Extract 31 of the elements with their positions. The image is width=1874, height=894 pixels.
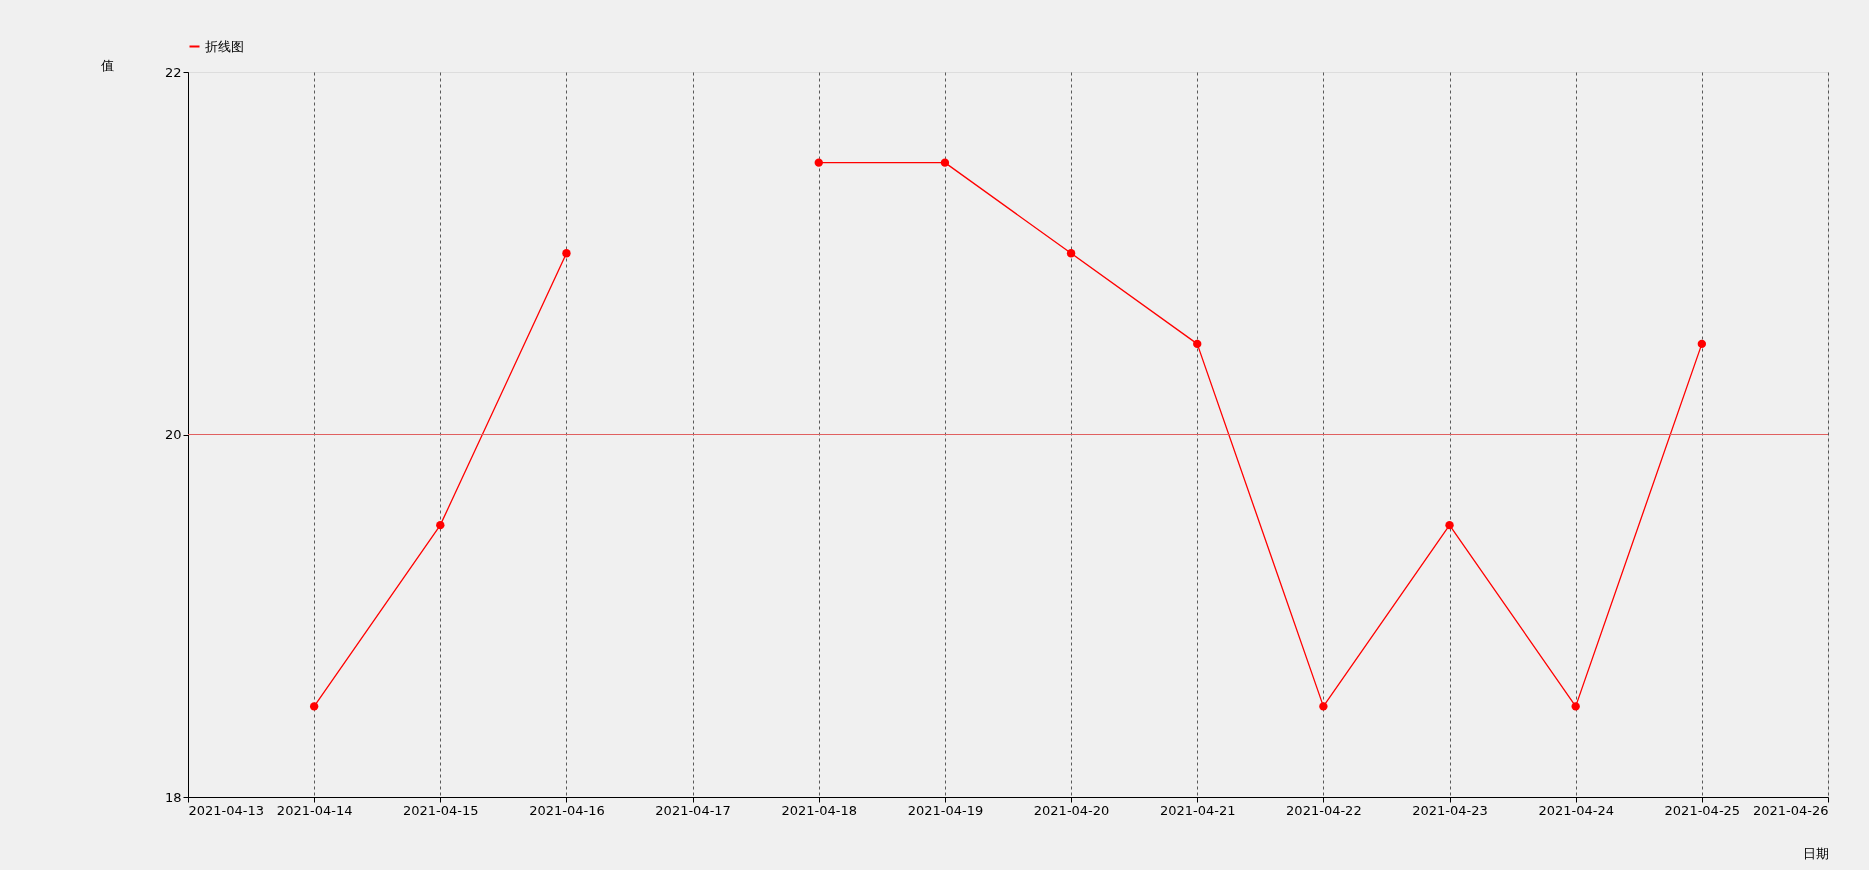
x-tick-label: 2021-04-15 bbox=[403, 802, 479, 818]
y-tick-label: 20 bbox=[164, 427, 182, 442]
y-axis-title: 值 bbox=[100, 57, 114, 73]
y-tick-label: 22 bbox=[164, 64, 182, 80]
x-tick-label: 2021-04-23 bbox=[1412, 802, 1488, 818]
point bbox=[940, 158, 950, 167]
point bbox=[562, 249, 571, 258]
x-tick-label: 2021-04-22 bbox=[1286, 802, 1362, 818]
x-tick-label: 2021-04-26 bbox=[1752, 802, 1829, 818]
point bbox=[1571, 702, 1580, 711]
x-tick-label: 2021-04-14 bbox=[276, 802, 353, 818]
x-tick-label: 2021-04-21 bbox=[1159, 802, 1236, 818]
x-tick-label: 2021-04-19 bbox=[907, 802, 984, 818]
x-axis-title: 日期 bbox=[1802, 845, 1829, 861]
x-tick-label: 2021-04-25 bbox=[1664, 802, 1741, 818]
point bbox=[1066, 249, 1076, 258]
x-tick-label: 2021-04-20 bbox=[1033, 802, 1110, 818]
x-tick-label: 2021-04-16 bbox=[529, 802, 605, 818]
point bbox=[309, 702, 319, 711]
x-tick-label: 2021-04-18 bbox=[781, 802, 858, 818]
point bbox=[814, 158, 823, 167]
point bbox=[1319, 702, 1328, 711]
x-tick-label: 2021-04-17 bbox=[655, 802, 731, 818]
point bbox=[1193, 339, 1202, 349]
y-tick-label: 18 bbox=[164, 789, 182, 805]
legend-label: 折线图 bbox=[205, 38, 244, 54]
point bbox=[1445, 520, 1454, 530]
x-tick-label: 2021-04-13 bbox=[188, 802, 265, 818]
x-tick-label: 2021-04-24 bbox=[1538, 802, 1614, 818]
point bbox=[1697, 339, 1707, 349]
point bbox=[436, 520, 445, 530]
